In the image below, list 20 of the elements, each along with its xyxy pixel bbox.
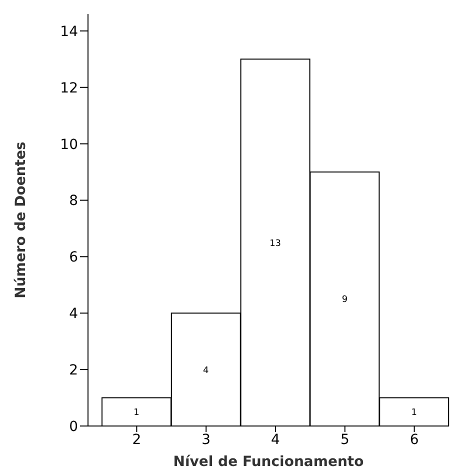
y-tick-label: 6 — [69, 250, 78, 266]
y-tick-label: 8 — [69, 193, 78, 210]
data-label: 4 — [203, 366, 210, 376]
y-tick-label: 4 — [69, 306, 78, 322]
data-label: 1 — [134, 408, 140, 418]
x-tick-label: 3 — [202, 432, 211, 448]
data-label: 9 — [342, 295, 348, 306]
x-tick-label: 2 — [132, 432, 142, 448]
y-tick-label: 12 — [60, 80, 78, 96]
y-tick-label: 14 — [60, 24, 78, 40]
x-tick-label: 5 — [340, 432, 350, 448]
y-axis-title: Número de Doentes — [12, 142, 29, 298]
x-tick-label: 6 — [410, 432, 419, 448]
y-tick-label: 0 — [69, 418, 78, 435]
y-tick-label: 10 — [60, 136, 78, 153]
data-label: 13 — [270, 238, 282, 249]
x-axis-title: Nível de Funcionamento — [173, 454, 364, 470]
x-tick-label: 4 — [271, 432, 280, 448]
data-label: 1 — [411, 408, 417, 418]
y-tick-label: 2 — [69, 362, 78, 379]
